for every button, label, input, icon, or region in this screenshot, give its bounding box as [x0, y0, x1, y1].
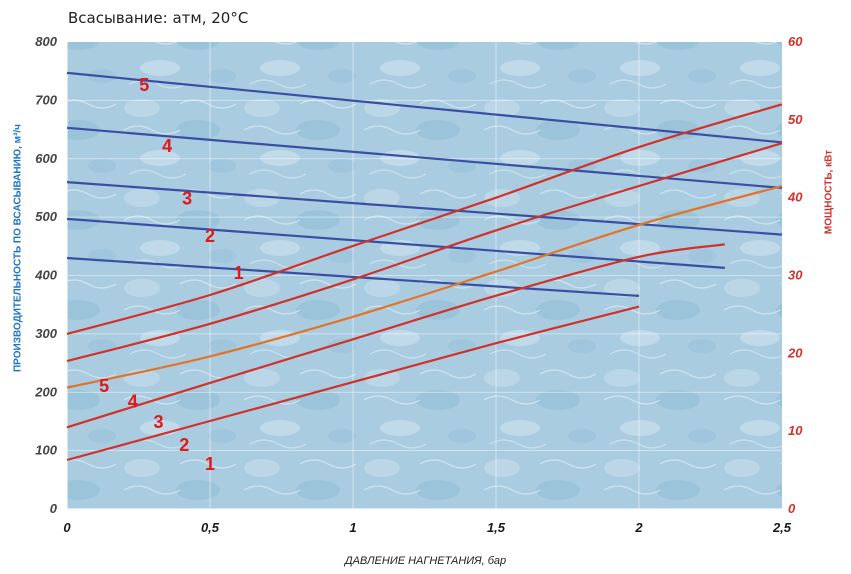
y-left-tick-label: 0	[50, 501, 58, 516]
power-label-5: 5	[99, 376, 109, 396]
x-tick-label: 2	[634, 520, 643, 535]
y-right-tick-label: 20	[787, 345, 803, 360]
y-left-tick-label: 200	[34, 384, 57, 399]
y-left-tick-label: 500	[35, 209, 57, 224]
capacity-label-4: 4	[162, 136, 172, 156]
power-line-4	[66, 142, 783, 363]
power-label-4: 4	[128, 392, 138, 412]
power-line-3	[66, 184, 783, 389]
y-left-tick-label: 600	[35, 151, 57, 166]
capacity-line-2	[66, 217, 725, 269]
y-right-tick-label: 40	[787, 190, 803, 205]
x-tick-label: 1,5	[487, 520, 506, 535]
y-axis-right-label: МОЩНОСТЬ, кВт	[823, 149, 835, 235]
y-left-tick-label: 300	[35, 326, 57, 341]
power-line-1	[66, 305, 640, 462]
power-label-2: 2	[179, 435, 189, 455]
y-left-tick-label: 400	[34, 268, 57, 283]
capacity-label-1: 1	[234, 263, 244, 283]
capacity-line-3	[66, 181, 783, 236]
y-right-tick-label: 0	[788, 501, 796, 516]
capacity-label-2: 2	[205, 226, 215, 246]
capacity-line-5	[66, 71, 783, 144]
x-tick-label: 0	[63, 520, 71, 535]
capacity-line-1	[66, 256, 640, 297]
y-right-tick-label: 30	[788, 268, 803, 283]
power-line-5	[66, 103, 783, 335]
x-axis-label: ДАВЛЕНИЕ НАГНЕТАНИЯ, бар	[344, 555, 507, 567]
y-left-tick-label: 100	[35, 443, 57, 458]
power-line-2	[66, 243, 725, 429]
power-label-3: 3	[154, 412, 164, 432]
x-tick-label: 2,5	[772, 520, 792, 535]
y-left-tick-label: 700	[35, 92, 57, 107]
x-tick-label: 1	[349, 520, 356, 535]
y-right-tick-label: 60	[788, 34, 803, 49]
capacity-label-5: 5	[139, 75, 149, 95]
chart-title: Всасывание: атм, 20°C	[68, 9, 249, 27]
y-right-tick-label: 10	[788, 423, 803, 438]
x-tick-label: 0,5	[201, 520, 220, 535]
power-label-1: 1	[205, 454, 215, 474]
y-right-tick-label: 50	[788, 112, 803, 127]
capacity-label-3: 3	[182, 188, 192, 208]
y-axis-left-label: ПРОИЗВОДИТЕЛЬНОСТЬ ПО ВСАСЫВАНИЮ, м³/ч	[12, 124, 24, 372]
y-left-tick-label: 800	[35, 34, 57, 49]
